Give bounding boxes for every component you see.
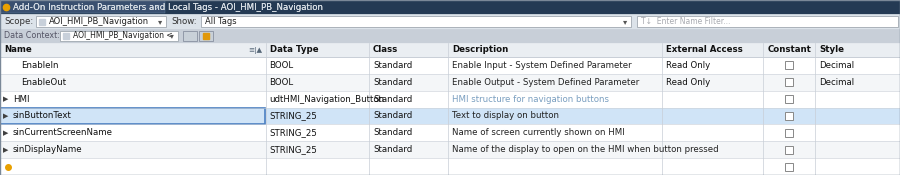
Text: ≡|▲: ≡|▲ <box>248 47 263 54</box>
Text: EnableIn: EnableIn <box>21 61 58 70</box>
Bar <box>0 91 900 108</box>
Text: All Tags: All Tags <box>205 17 237 26</box>
Text: ▶: ▶ <box>3 96 8 102</box>
Text: ▾: ▾ <box>158 17 162 26</box>
Text: sinDisplayName: sinDisplayName <box>13 145 83 154</box>
Text: Read Only: Read Only <box>665 61 710 70</box>
Bar <box>0 29 900 43</box>
Bar <box>0 57 900 74</box>
Text: Name of the display to open on the HMI when button pressed: Name of the display to open on the HMI w… <box>452 145 719 154</box>
Text: sinCurrentScreenName: sinCurrentScreenName <box>13 128 113 137</box>
Bar <box>0 158 900 175</box>
Text: Read Only: Read Only <box>665 78 710 87</box>
Text: EnableOut: EnableOut <box>21 78 66 87</box>
Text: ▾: ▾ <box>623 17 627 26</box>
Text: sinButtonText: sinButtonText <box>13 111 72 121</box>
Text: Add-On Instruction Parameters and Local Tags - AOI_HMI_PB_Navigation: Add-On Instruction Parameters and Local … <box>13 2 323 12</box>
Text: AOI_HMI_PB_Navigation <: AOI_HMI_PB_Navigation < <box>73 32 173 40</box>
Text: BOOL: BOOL <box>269 78 293 87</box>
Bar <box>0 0 900 14</box>
Bar <box>201 16 631 27</box>
Bar <box>0 43 900 57</box>
Bar <box>60 31 178 41</box>
Bar <box>0 0 165 13</box>
Text: Scope:: Scope: <box>4 17 33 26</box>
Text: x: x <box>155 2 159 12</box>
Bar <box>786 146 793 154</box>
Bar <box>786 112 793 120</box>
Text: Decimal: Decimal <box>819 78 854 87</box>
Text: Class: Class <box>373 46 398 54</box>
Bar <box>0 124 900 141</box>
Text: Style: Style <box>819 46 844 54</box>
Text: Constant: Constant <box>767 46 811 54</box>
Bar <box>786 95 793 103</box>
Bar <box>786 61 793 69</box>
Bar <box>0 14 900 29</box>
Text: Description: Description <box>452 46 508 54</box>
Text: Standard: Standard <box>373 61 412 70</box>
Bar <box>0 74 900 91</box>
Bar <box>786 78 793 86</box>
Bar <box>0 108 900 124</box>
Text: Decimal: Decimal <box>819 61 854 70</box>
Bar <box>786 129 793 137</box>
Text: AOI_HMI_PB_Navigation: AOI_HMI_PB_Navigation <box>49 17 149 26</box>
Text: udtHMI_Navigation_Button: udtHMI_Navigation_Button <box>269 95 384 104</box>
Text: Show:: Show: <box>171 17 196 26</box>
Text: Standard: Standard <box>373 78 412 87</box>
Text: HMI structure for navigation buttons: HMI structure for navigation buttons <box>452 95 609 104</box>
Text: ▶: ▶ <box>3 113 8 119</box>
Text: Add-On Instruction Parameters and Local Tags - AOI_HMI_PB_Navigation: Add-On Instruction Parameters and Local … <box>13 2 323 12</box>
Text: STRING_25: STRING_25 <box>269 145 318 154</box>
Text: BOOL: BOOL <box>269 61 293 70</box>
Text: External Access: External Access <box>665 46 742 54</box>
Text: T↓  Enter Name Filter...: T↓ Enter Name Filter... <box>641 17 731 26</box>
Text: ▶: ▶ <box>3 130 8 136</box>
Text: Name of screen currently shown on HMI: Name of screen currently shown on HMI <box>452 128 625 137</box>
Text: Data Type: Data Type <box>269 46 318 54</box>
Bar <box>183 31 197 41</box>
Text: ▾: ▾ <box>170 32 174 40</box>
Bar <box>36 16 166 27</box>
Text: ▶: ▶ <box>3 147 8 153</box>
Text: Standard: Standard <box>373 128 412 137</box>
Text: Enable Input - System Defined Parameter: Enable Input - System Defined Parameter <box>452 61 632 70</box>
Text: STRING_25: STRING_25 <box>269 128 318 137</box>
Bar <box>0 108 265 124</box>
Text: Text to display on button: Text to display on button <box>452 111 559 121</box>
Text: Data Context:: Data Context: <box>4 32 60 40</box>
Text: Standard: Standard <box>373 111 412 121</box>
Text: Enable Output - System Defined Parameter: Enable Output - System Defined Parameter <box>452 78 639 87</box>
Text: Standard: Standard <box>373 145 412 154</box>
Bar <box>199 31 213 41</box>
Text: Name: Name <box>4 46 32 54</box>
Bar <box>637 16 898 27</box>
Bar <box>0 141 900 158</box>
Text: STRING_25: STRING_25 <box>269 111 318 121</box>
Text: Standard: Standard <box>373 95 412 104</box>
Text: HMI: HMI <box>13 95 30 104</box>
Bar <box>786 163 793 171</box>
